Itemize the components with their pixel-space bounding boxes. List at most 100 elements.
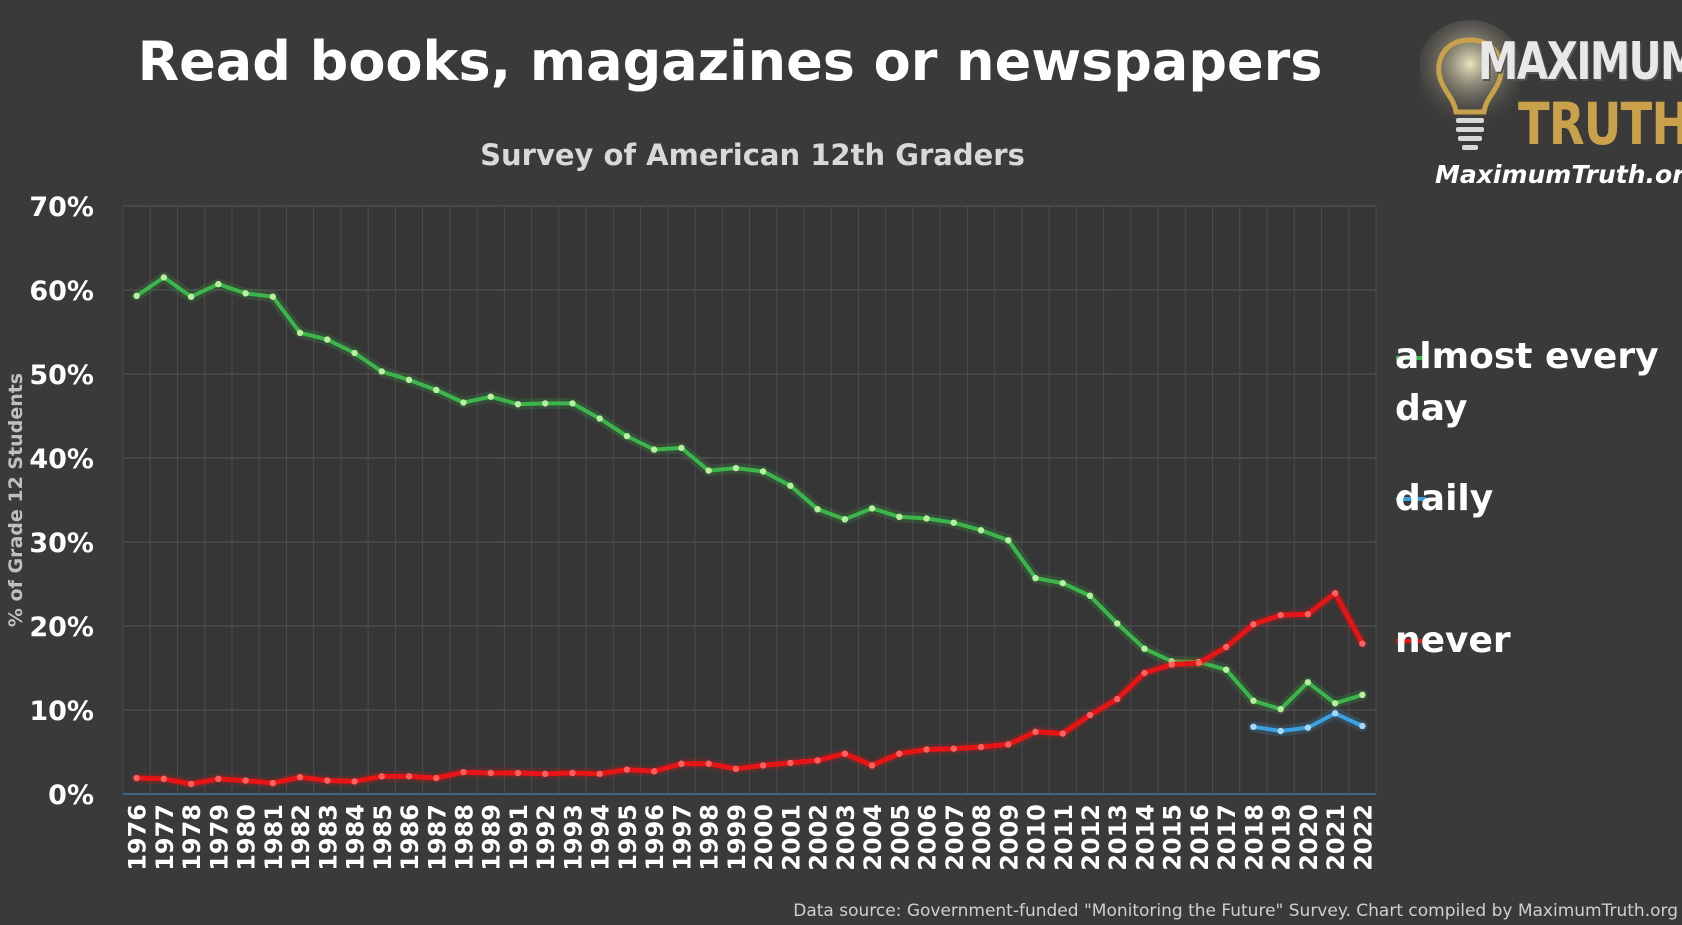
data-point — [868, 505, 876, 512]
data-point — [1086, 592, 1094, 599]
legend-swatch-almost-every-day — [1396, 356, 1426, 360]
data-point — [1005, 537, 1012, 544]
data-point — [1168, 661, 1175, 668]
data-point — [187, 780, 195, 788]
data-point — [923, 515, 930, 522]
data-point — [542, 400, 549, 407]
data-point — [923, 746, 930, 753]
data-point — [269, 779, 277, 787]
data-point — [1331, 590, 1339, 597]
data-point — [787, 482, 794, 489]
x-tick-label: 1980 — [233, 804, 261, 871]
y-tick-label: 50% — [29, 360, 94, 391]
data-point — [215, 280, 222, 288]
x-tick-label: 2022 — [1349, 804, 1377, 871]
data-point — [487, 769, 494, 777]
data-point — [896, 750, 903, 757]
data-point — [324, 777, 331, 784]
x-tick-label: 1984 — [342, 804, 370, 871]
data-point — [896, 513, 903, 520]
data-point — [1277, 727, 1284, 735]
logo-line-2: TRUTH — [1518, 90, 1682, 158]
y-tick-label: 70% — [29, 192, 94, 223]
data-point — [460, 768, 467, 776]
x-tick-label: 2009 — [995, 804, 1023, 871]
data-point — [623, 432, 631, 440]
data-point — [160, 274, 168, 281]
data-point — [841, 516, 849, 523]
data-point — [1222, 666, 1230, 673]
data-point — [487, 393, 494, 400]
data-point — [269, 293, 277, 300]
x-tick-label: 1987 — [423, 804, 451, 871]
data-source-note: Data source: Government-funded "Monitori… — [793, 901, 1678, 921]
legend-label-never: never — [1395, 620, 1511, 661]
x-tick-label: 2010 — [1023, 804, 1051, 871]
data-point — [405, 773, 413, 780]
data-point — [650, 768, 658, 775]
x-tick-label: 1988 — [450, 804, 478, 871]
x-tick-label: 1977 — [151, 804, 179, 871]
x-tick-label: 2014 — [1131, 804, 1159, 871]
x-tick-label: 1985 — [369, 804, 397, 871]
data-point — [242, 290, 249, 297]
data-point — [378, 773, 385, 780]
data-point — [1304, 724, 1312, 731]
data-point — [1331, 710, 1339, 717]
data-point — [732, 765, 740, 772]
data-point — [814, 506, 821, 513]
x-tick-label: 1996 — [641, 804, 669, 871]
chart-subtitle: Survey of American 12th Graders — [480, 138, 1025, 172]
x-tick-label: 2005 — [886, 804, 914, 871]
data-point — [1114, 620, 1121, 627]
data-point — [787, 759, 794, 767]
data-point — [433, 774, 440, 782]
x-tick-label: 2012 — [1077, 804, 1105, 871]
chart-title: Read books, magazines or newspapers — [137, 30, 1323, 93]
x-tick-label: 2003 — [832, 804, 860, 871]
data-point — [1359, 640, 1366, 647]
data-point — [1059, 730, 1066, 737]
data-point — [868, 762, 876, 769]
data-point — [1086, 711, 1094, 719]
x-tick-label: 2020 — [1295, 804, 1323, 871]
data-point — [1032, 574, 1039, 582]
data-point — [596, 770, 603, 778]
x-tick-label: 2008 — [968, 804, 996, 871]
x-tick-label: 1981 — [260, 804, 288, 871]
data-point — [977, 527, 985, 534]
data-point — [324, 336, 331, 343]
x-tick-label: 1986 — [396, 804, 424, 871]
data-point — [187, 293, 195, 300]
x-tick-label: 1995 — [614, 804, 642, 871]
legend-label-almost-every-day: almost every day — [1395, 331, 1659, 435]
x-tick-label: 1991 — [505, 804, 533, 871]
data-point — [405, 376, 413, 384]
data-point — [596, 415, 603, 422]
y-tick-label: 10% — [29, 696, 94, 727]
data-point — [1359, 691, 1366, 699]
data-point — [950, 519, 957, 526]
data-point — [296, 329, 304, 337]
data-point — [678, 760, 685, 767]
x-tick-label: 2011 — [1050, 804, 1078, 871]
x-tick-label: 2018 — [1240, 804, 1268, 871]
y-tick-label: 0% — [48, 780, 94, 811]
data-point — [133, 292, 140, 300]
data-point — [623, 766, 631, 773]
x-tick-label: 2006 — [914, 804, 942, 871]
x-tick-label: 2001 — [777, 804, 805, 871]
data-point — [569, 400, 576, 407]
series-line — [134, 590, 1365, 787]
data-point — [1359, 722, 1366, 730]
y-tick-label: 60% — [29, 276, 94, 307]
data-point — [351, 349, 358, 357]
data-point — [133, 774, 140, 782]
logo-url: MaximumTruth.org — [1435, 160, 1682, 189]
x-tick-label: 1997 — [668, 804, 696, 871]
data-point — [1304, 611, 1312, 618]
brand-logo: MAXIMUM TRUTH MaximumTruth.org — [1400, 10, 1682, 200]
legend-swatch-daily — [1396, 497, 1426, 501]
data-point — [705, 760, 712, 767]
